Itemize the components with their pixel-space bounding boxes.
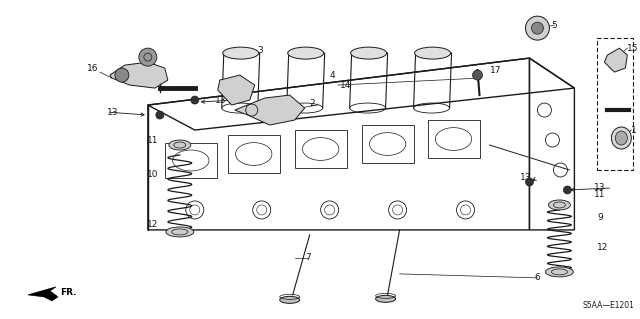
Text: 4: 4 xyxy=(330,70,335,79)
Polygon shape xyxy=(604,48,627,72)
Text: 1: 1 xyxy=(631,126,637,135)
Ellipse shape xyxy=(611,127,631,149)
Text: 11: 11 xyxy=(147,136,158,145)
Text: 15: 15 xyxy=(627,44,639,53)
Bar xyxy=(294,130,347,168)
Circle shape xyxy=(531,22,543,34)
Text: 10: 10 xyxy=(147,170,158,180)
Ellipse shape xyxy=(415,47,451,59)
Text: 13: 13 xyxy=(215,96,227,105)
Ellipse shape xyxy=(223,47,259,59)
Text: 2: 2 xyxy=(310,99,316,108)
Text: 6: 6 xyxy=(534,273,540,282)
Bar xyxy=(362,125,413,163)
Circle shape xyxy=(139,48,157,66)
Text: 7: 7 xyxy=(306,253,312,263)
Text: FR.: FR. xyxy=(60,288,76,297)
Circle shape xyxy=(115,68,129,82)
Bar xyxy=(597,38,634,170)
Circle shape xyxy=(525,16,549,40)
Text: 12: 12 xyxy=(597,243,609,252)
Ellipse shape xyxy=(288,47,324,59)
Text: 5: 5 xyxy=(552,21,557,30)
Text: 9: 9 xyxy=(597,213,603,222)
Ellipse shape xyxy=(169,140,191,150)
Text: 13: 13 xyxy=(107,108,118,116)
Text: 12: 12 xyxy=(147,220,158,229)
Bar xyxy=(428,120,479,158)
Text: 13: 13 xyxy=(595,183,606,192)
Ellipse shape xyxy=(548,200,570,210)
Bar xyxy=(165,143,217,178)
Circle shape xyxy=(191,96,199,104)
Bar xyxy=(228,135,280,173)
Polygon shape xyxy=(110,62,168,88)
Polygon shape xyxy=(235,95,305,125)
Text: 14: 14 xyxy=(340,81,351,90)
Ellipse shape xyxy=(166,227,194,237)
Ellipse shape xyxy=(545,267,573,277)
Polygon shape xyxy=(218,75,255,105)
Circle shape xyxy=(525,178,534,186)
Ellipse shape xyxy=(376,295,396,302)
Text: 3: 3 xyxy=(258,46,264,55)
Text: 16: 16 xyxy=(87,63,99,73)
Polygon shape xyxy=(28,287,58,301)
Circle shape xyxy=(472,70,483,80)
Ellipse shape xyxy=(280,296,300,303)
Text: 13: 13 xyxy=(520,174,531,182)
Text: 17: 17 xyxy=(490,66,501,75)
Circle shape xyxy=(156,111,164,119)
Text: S5AA—E1201: S5AA—E1201 xyxy=(582,301,634,310)
Ellipse shape xyxy=(351,47,387,59)
Circle shape xyxy=(563,186,572,194)
Text: 11: 11 xyxy=(595,190,606,199)
Text: 8: 8 xyxy=(148,76,154,85)
Ellipse shape xyxy=(616,131,627,145)
